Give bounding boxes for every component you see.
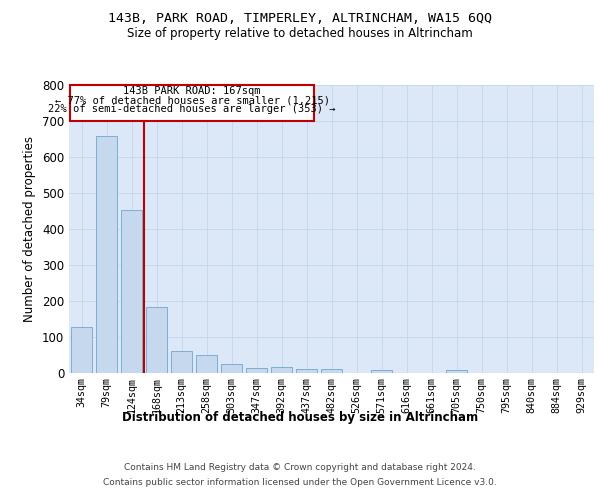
Bar <box>146 307 167 372</box>
Y-axis label: Number of detached properties: Number of detached properties <box>23 136 37 322</box>
Text: Distribution of detached houses by size in Altrincham: Distribution of detached houses by size … <box>122 411 478 424</box>
Bar <box>296 368 317 372</box>
Bar <box>246 368 267 372</box>
Bar <box>371 370 392 372</box>
Text: 22% of semi-detached houses are larger (353) →: 22% of semi-detached houses are larger (… <box>49 104 336 115</box>
Bar <box>271 368 292 372</box>
Text: 143B, PARK ROAD, TIMPERLEY, ALTRINCHAM, WA15 6QQ: 143B, PARK ROAD, TIMPERLEY, ALTRINCHAM, … <box>108 12 492 26</box>
Bar <box>196 355 217 372</box>
Text: ← 77% of detached houses are smaller (1,215): ← 77% of detached houses are smaller (1,… <box>55 96 329 106</box>
Bar <box>121 210 142 372</box>
Text: Size of property relative to detached houses in Altrincham: Size of property relative to detached ho… <box>127 28 473 40</box>
FancyBboxPatch shape <box>70 85 314 121</box>
Bar <box>71 327 92 372</box>
Bar <box>446 370 467 372</box>
Bar <box>321 370 342 372</box>
Bar <box>96 136 117 372</box>
Bar <box>171 351 192 372</box>
Bar <box>221 364 242 372</box>
Text: 143B PARK ROAD: 167sqm: 143B PARK ROAD: 167sqm <box>124 86 261 96</box>
Text: Contains public sector information licensed under the Open Government Licence v3: Contains public sector information licen… <box>103 478 497 487</box>
Text: Contains HM Land Registry data © Crown copyright and database right 2024.: Contains HM Land Registry data © Crown c… <box>124 463 476 472</box>
